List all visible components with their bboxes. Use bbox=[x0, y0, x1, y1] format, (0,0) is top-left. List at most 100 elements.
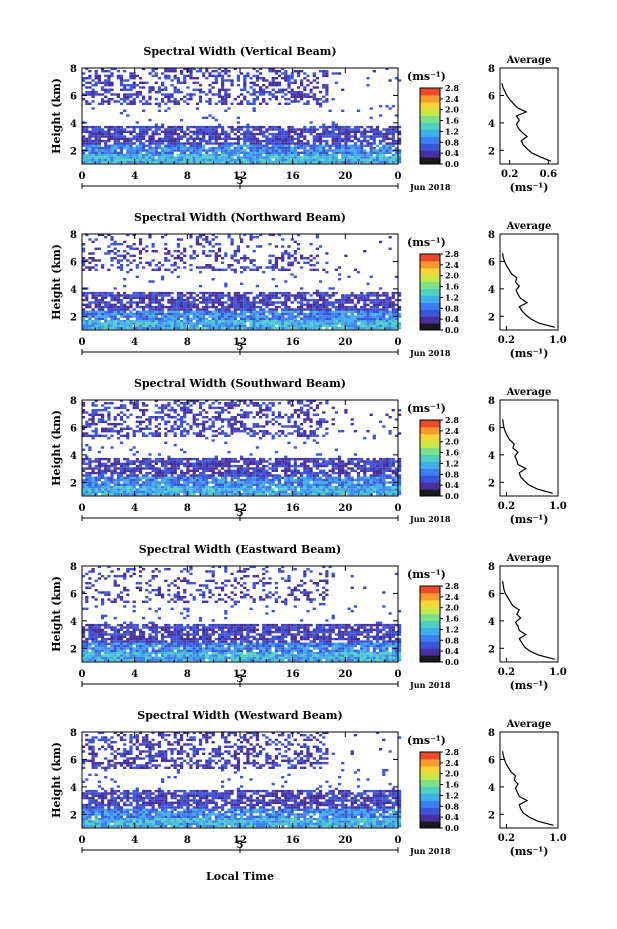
date-label: Jun 2018 bbox=[409, 680, 451, 690]
colorbar-tick-label: 1.6 bbox=[445, 780, 459, 790]
x-tick-label: 4 bbox=[131, 503, 138, 514]
colorbar-swatch bbox=[420, 454, 440, 462]
colorbar-tick-label: 0.4 bbox=[445, 480, 459, 490]
colorbar-swatch bbox=[420, 461, 440, 469]
colorbar-tick-label: 0.4 bbox=[445, 148, 459, 158]
colorbar-unit: (ms⁻¹) bbox=[407, 236, 446, 249]
colorbar-tick-label: 2.4 bbox=[445, 94, 459, 104]
profile-line bbox=[502, 581, 555, 660]
colorbar-tick-label: 0.8 bbox=[445, 801, 459, 811]
profile-line bbox=[502, 253, 555, 328]
colorbar-tick-label: 0.0 bbox=[445, 823, 459, 833]
colorbar-swatch bbox=[420, 136, 440, 144]
heatmap-cells bbox=[82, 565, 402, 662]
profile-y-tick-label: 2 bbox=[488, 644, 495, 655]
y-tick-label: 2 bbox=[70, 478, 77, 489]
colorbar-frame bbox=[419, 419, 441, 497]
colorbar-tick-label: 2.8 bbox=[445, 83, 459, 93]
x-tick-label: 16 bbox=[286, 171, 300, 182]
colorbar-swatch bbox=[420, 288, 440, 296]
y-axis-label: Height (km) bbox=[50, 244, 63, 320]
profile-title: Average bbox=[506, 387, 552, 398]
heatmap-cells bbox=[82, 233, 402, 330]
colorbar-swatch bbox=[420, 489, 440, 497]
colorbar-swatch bbox=[420, 586, 440, 594]
y-tick-label: 6 bbox=[70, 91, 77, 102]
y-axis-label: Height (km) bbox=[50, 742, 63, 818]
colorbar-tick-label: 1.6 bbox=[445, 116, 459, 126]
colorbar-tick-label: 1.2 bbox=[445, 790, 459, 800]
colorbar-tick-label: 2.0 bbox=[445, 437, 459, 447]
x-tick-label: 0 bbox=[395, 835, 402, 846]
x-tick-label: 0 bbox=[79, 669, 86, 680]
colorbar-tick-label: 0.0 bbox=[445, 657, 459, 667]
y-tick-label: 8 bbox=[70, 562, 77, 573]
panel-4: Spectral Width (Westward Beam) 2 4 6 8 Height… bbox=[50, 709, 567, 858]
y-tick-label: 6 bbox=[70, 755, 77, 766]
colorbar-frame bbox=[419, 751, 441, 829]
colorbar-swatch bbox=[420, 786, 440, 794]
x-tick-label: 0 bbox=[395, 337, 402, 348]
colorbar-swatch bbox=[420, 281, 440, 289]
colorbar-tick-label: 0.8 bbox=[445, 635, 459, 645]
x-tick-label: 20 bbox=[338, 171, 352, 182]
y-tick-label: 4 bbox=[70, 451, 77, 462]
colorbar-swatch bbox=[420, 641, 440, 649]
date-tick-label: 5 bbox=[237, 508, 244, 519]
date-label: Jun 2018 bbox=[409, 182, 451, 192]
colorbar-tick-label: 2.8 bbox=[445, 249, 459, 259]
colorbar-swatch bbox=[420, 807, 440, 815]
profile-title: Average bbox=[506, 55, 552, 66]
colorbar-swatch bbox=[420, 316, 440, 324]
colorbar-swatch bbox=[420, 274, 440, 283]
y-tick-label: 2 bbox=[70, 810, 77, 821]
colorbar-swatch bbox=[420, 122, 440, 130]
colorbar-swatch bbox=[420, 758, 440, 767]
colorbar-unit: (ms⁻¹) bbox=[407, 734, 446, 747]
heatmap-cells bbox=[82, 67, 402, 164]
x-tick-label: 12 bbox=[233, 669, 247, 680]
colorbar-unit: (ms⁻¹) bbox=[407, 402, 446, 415]
profile-frame bbox=[499, 67, 559, 165]
y-tick-label: 8 bbox=[70, 396, 77, 407]
colorbar-swatch bbox=[420, 101, 440, 110]
colorbar-swatch bbox=[420, 94, 440, 103]
colorbar-swatch bbox=[420, 150, 440, 158]
x-tick-label: 4 bbox=[131, 171, 138, 182]
profile-x-tick-label: 0.2 bbox=[498, 335, 515, 346]
colorbar-tick-label: 1.2 bbox=[445, 292, 459, 302]
y-axis-label: Height (km) bbox=[50, 78, 63, 154]
colorbar-swatch bbox=[420, 634, 440, 642]
y-tick-label: 4 bbox=[70, 617, 77, 628]
date-tick-label: 5 bbox=[237, 674, 244, 685]
profile-y-tick-label: 6 bbox=[488, 755, 495, 766]
colorbar-tick-label: 2.4 bbox=[445, 260, 459, 270]
colorbar-unit: (ms⁻¹) bbox=[407, 70, 446, 83]
x-tick-label: 8 bbox=[184, 835, 191, 846]
y-tick-label: 6 bbox=[70, 589, 77, 600]
x-tick-label: 12 bbox=[233, 337, 247, 348]
profile-y-tick-label: 8 bbox=[488, 728, 495, 739]
profile-y-tick-label: 2 bbox=[488, 810, 495, 821]
y-tick-label: 2 bbox=[70, 644, 77, 655]
colorbar-frame bbox=[419, 253, 441, 331]
x-tick-label: 0 bbox=[395, 503, 402, 514]
colorbar-swatch bbox=[420, 814, 440, 822]
colorbar-tick-label: 0.4 bbox=[445, 314, 459, 324]
x-tick-label: 20 bbox=[338, 669, 352, 680]
date-tick-label: 5 bbox=[237, 840, 244, 851]
colorbar-swatch bbox=[420, 793, 440, 801]
colorbar-tick-label: 1.6 bbox=[445, 448, 459, 458]
x-axis-label: Local Time bbox=[206, 870, 274, 883]
colorbar-tick-label: 1.2 bbox=[445, 458, 459, 468]
colorbar-swatch bbox=[420, 260, 440, 269]
x-tick-label: 12 bbox=[233, 835, 247, 846]
date-tick-label: 5 bbox=[237, 176, 244, 187]
profile-y-tick-label: 2 bbox=[488, 478, 495, 489]
panel-title: Spectral Width (Vertical Beam) bbox=[143, 45, 336, 58]
panel-3: Spectral Width (Eastward Beam) 2 4 6 8 Height… bbox=[50, 543, 567, 692]
profile-y-tick-label: 8 bbox=[488, 64, 495, 75]
profile-line bbox=[502, 419, 553, 494]
x-tick-label: 0 bbox=[79, 337, 86, 348]
profile-x-tick-label: 1.0 bbox=[549, 667, 566, 678]
